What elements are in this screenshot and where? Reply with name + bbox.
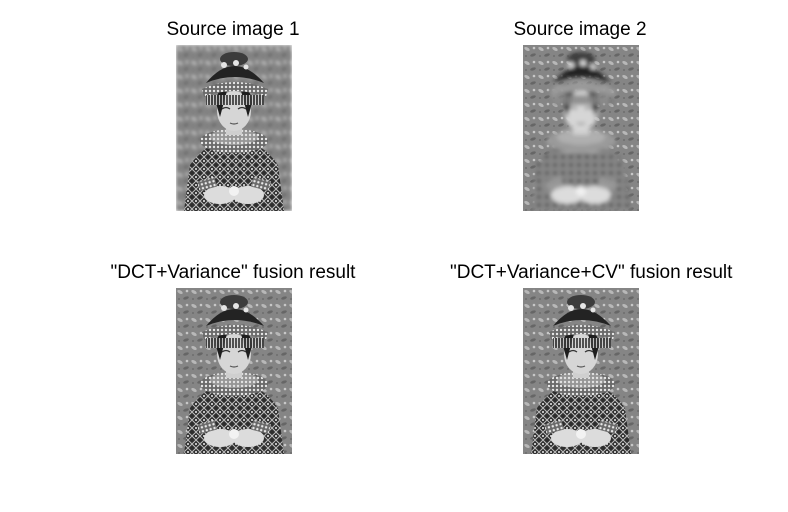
dct-variance-cv-fusion-image	[523, 288, 639, 454]
panel-title: Source image 2	[513, 19, 647, 40]
panel-title: "DCT+Variance+CV" fusion result	[450, 262, 733, 283]
panel-source-image-2: Source image 2	[450, 19, 710, 219]
source-image-2	[523, 45, 639, 211]
panel-title: Source image 1	[166, 19, 300, 40]
panel-dct-variance-result: "DCT+Variance" fusion result	[103, 262, 363, 462]
panel-source-image-1: Source image 1	[103, 19, 363, 219]
dct-variance-fusion-image	[176, 288, 292, 454]
source-image-1	[176, 45, 292, 211]
panel-title: "DCT+Variance" fusion result	[110, 262, 356, 283]
panel-dct-variance-cv-result: "DCT+Variance+CV" fusion result	[450, 262, 733, 462]
